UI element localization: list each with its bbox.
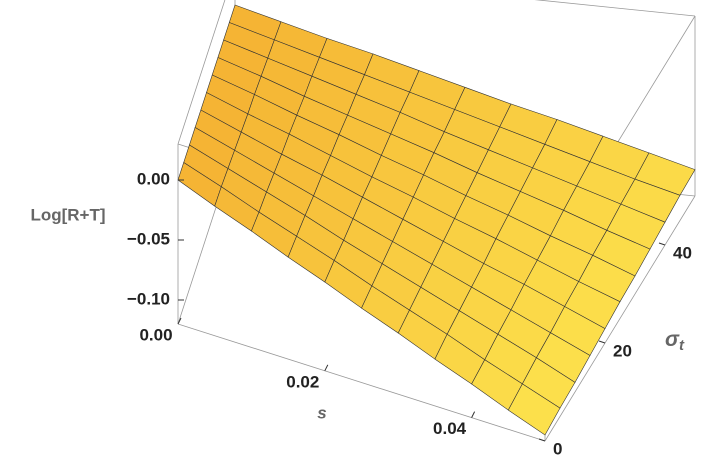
z-tick-label: −0.10 [127,289,170,308]
y-tick-label: 20 [613,341,632,360]
x-tick-label: 0.00 [139,325,172,344]
x-tick-label: 0.02 [286,372,319,391]
y-tick [658,242,666,246]
x-tick [324,364,329,372]
y-tick-label: 0 [553,439,562,458]
box-edge [177,323,546,442]
y-tick [538,438,546,442]
surface-patch [507,383,561,436]
y-axis-label-sub: t [679,337,685,354]
y-axis-label-base: σ [665,328,680,351]
z-tick-label: −0.05 [127,229,170,248]
z-axis-label: Log[R+T] [30,205,105,224]
x-axis-label: s [317,403,326,422]
box-edge [177,0,226,145]
y-axis-label: σt [665,328,685,354]
z-tick-label: 0.00 [137,169,170,188]
y-tick-label: 40 [673,243,692,262]
y-tick [598,340,606,344]
box-edge [544,195,696,442]
box-edge [534,0,696,17]
x-tick [471,411,476,418]
x-tick-label: 0.04 [433,419,467,438]
x-tick [177,317,182,325]
